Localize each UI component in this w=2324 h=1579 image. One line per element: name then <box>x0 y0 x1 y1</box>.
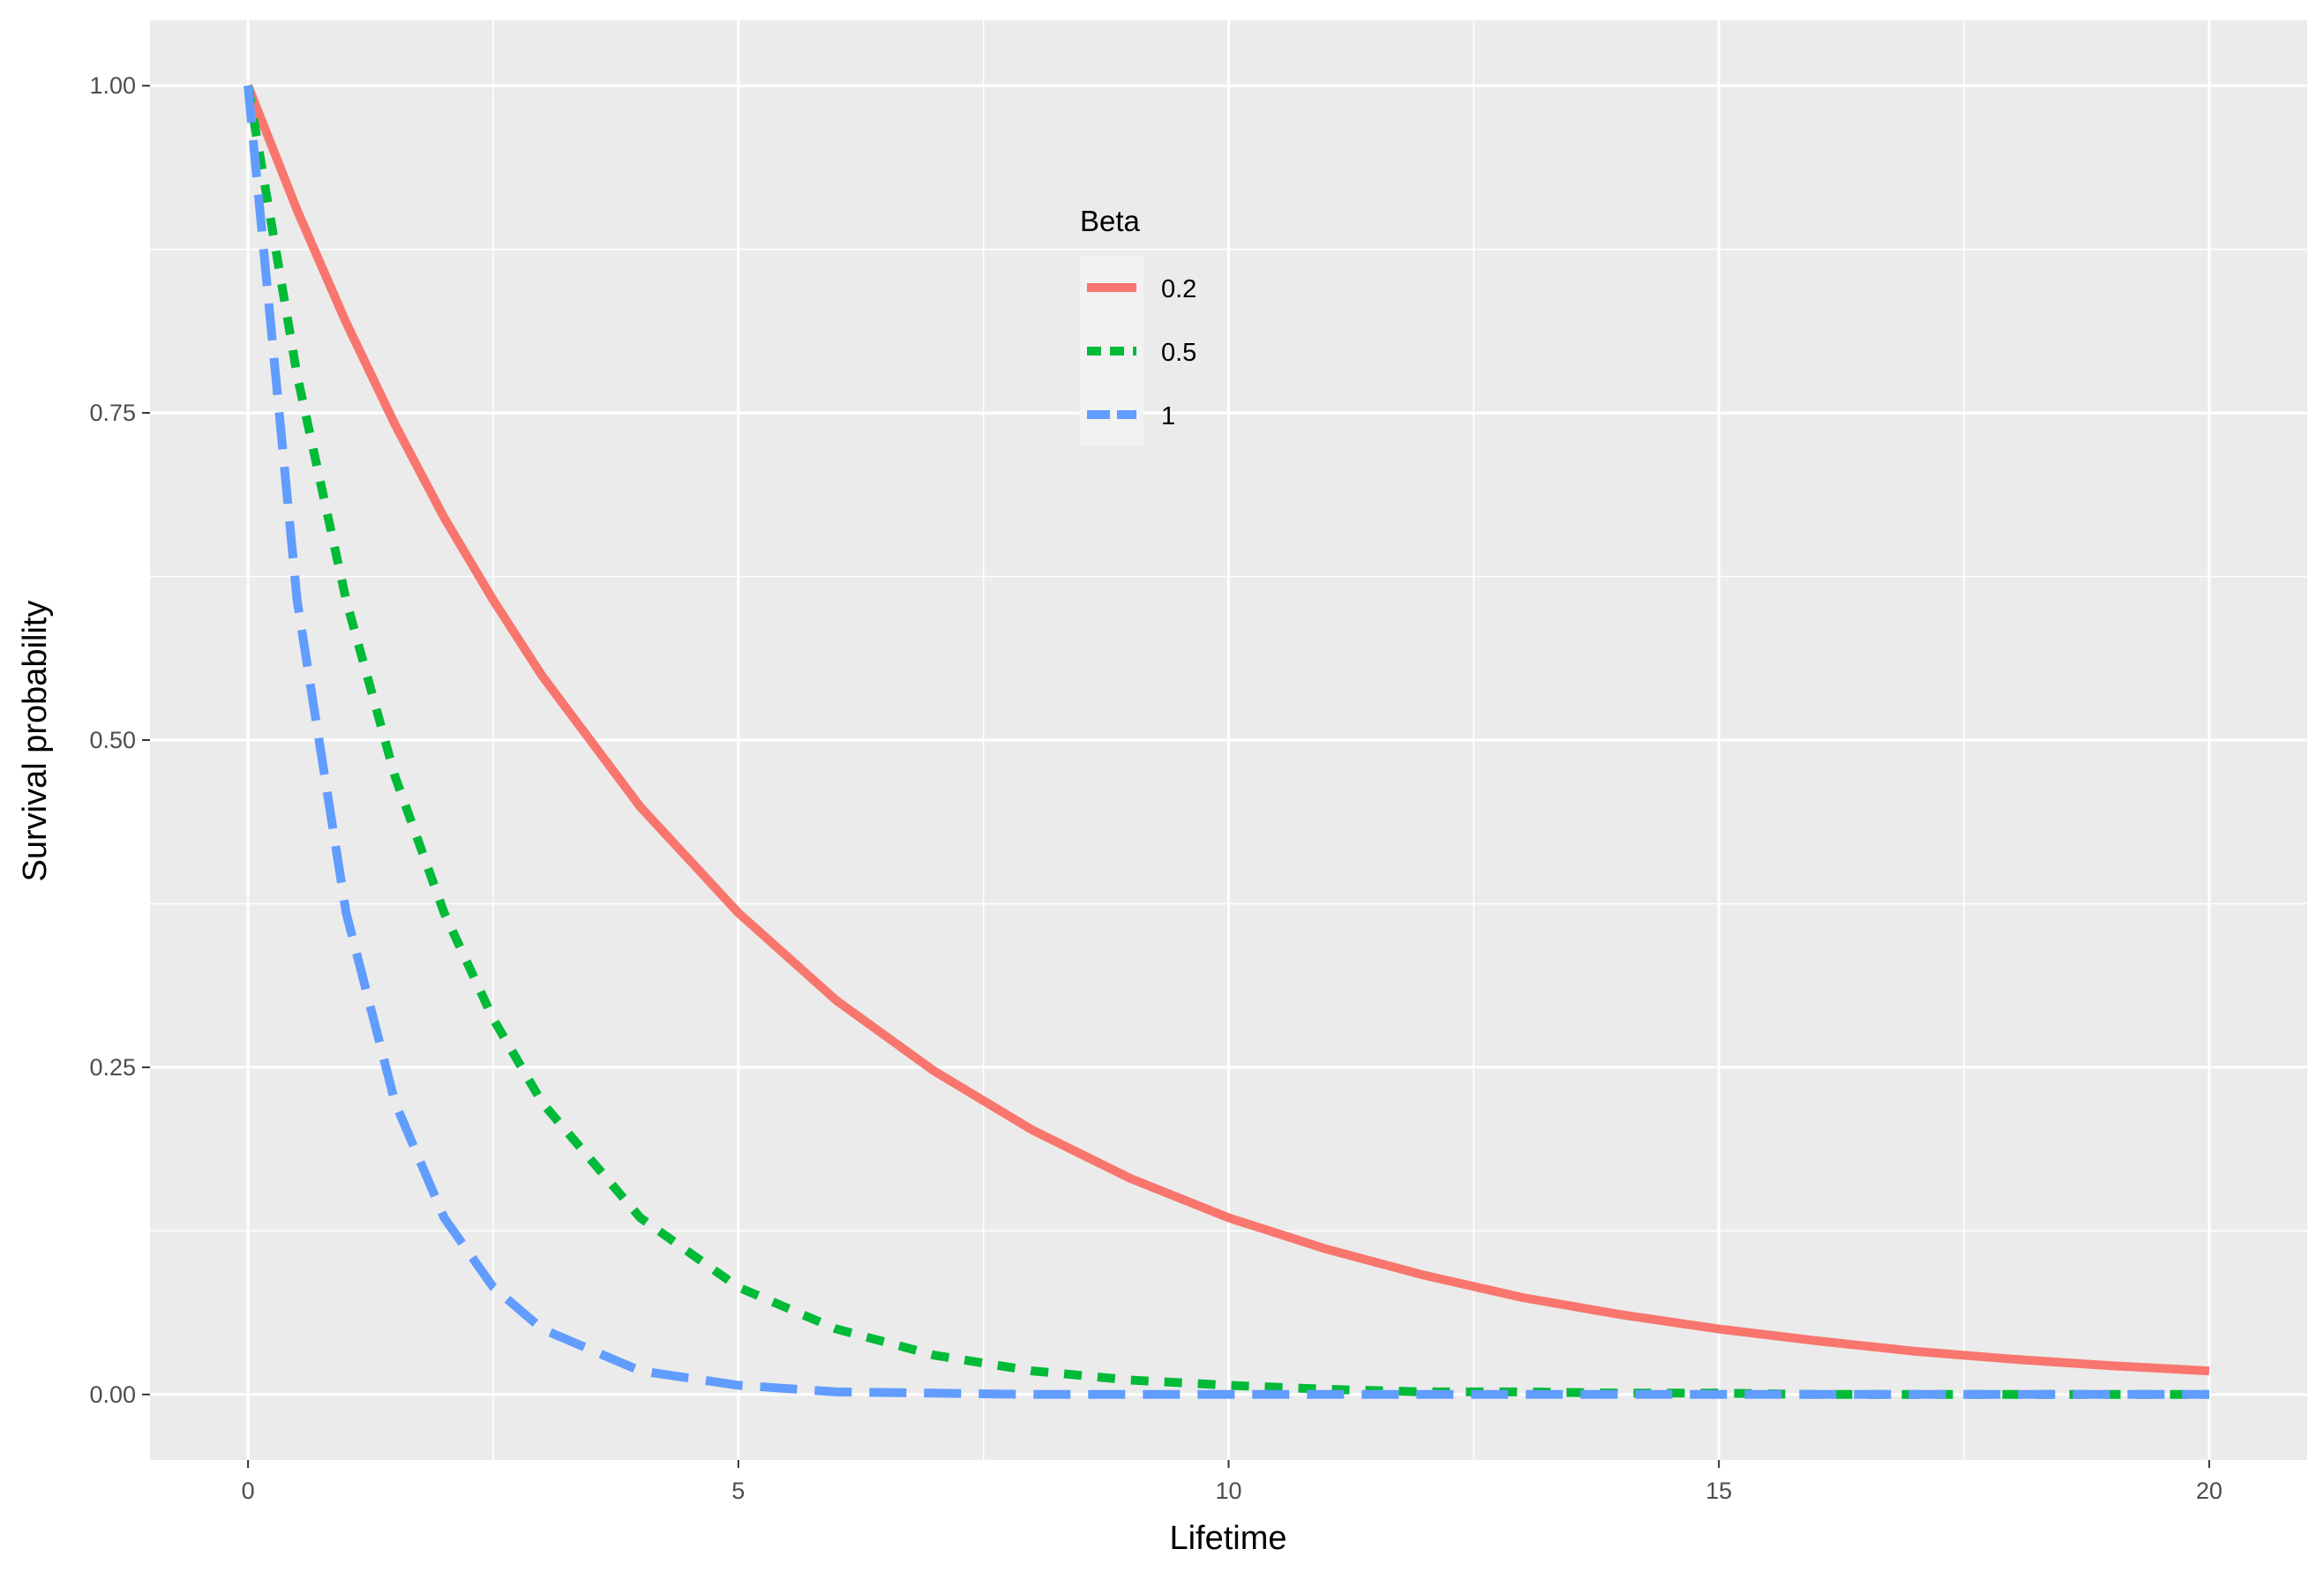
legend: Beta 0.2 0.5 1 <box>1080 205 1196 446</box>
y-tick-label: 0.00 <box>89 1381 136 1408</box>
series-lines <box>244 84 2210 1399</box>
x-tick-label: 20 <box>2196 1478 2223 1504</box>
x-tick-label: 0 <box>242 1478 255 1504</box>
y-axis-title: Survival probability <box>17 601 54 882</box>
legend-label: 1 <box>1161 402 1175 430</box>
y-tick-label: 0.25 <box>89 1054 136 1081</box>
y-axis: 0.00 0.25 0.50 0.75 1.00 <box>89 72 150 1408</box>
legend-title: Beta <box>1080 205 1141 237</box>
legend-label: 0.5 <box>1161 339 1196 367</box>
y-tick-label: 1.00 <box>89 72 136 99</box>
series-line-0-2 <box>244 84 2210 1376</box>
series-line-0-5 <box>244 85 2209 1399</box>
x-axis-title: Lifetime <box>1169 1520 1286 1557</box>
legend-label: 0.2 <box>1161 275 1196 303</box>
y-tick-label: 0.50 <box>89 727 136 753</box>
y-tick-label: 0.75 <box>89 400 136 426</box>
x-tick-label: 10 <box>1215 1478 1241 1504</box>
x-axis: 0 5 10 15 20 <box>242 1460 2223 1504</box>
x-tick-label: 15 <box>1706 1478 1732 1504</box>
x-tick-label: 5 <box>731 1478 745 1504</box>
series-line-1 <box>244 85 2209 1399</box>
